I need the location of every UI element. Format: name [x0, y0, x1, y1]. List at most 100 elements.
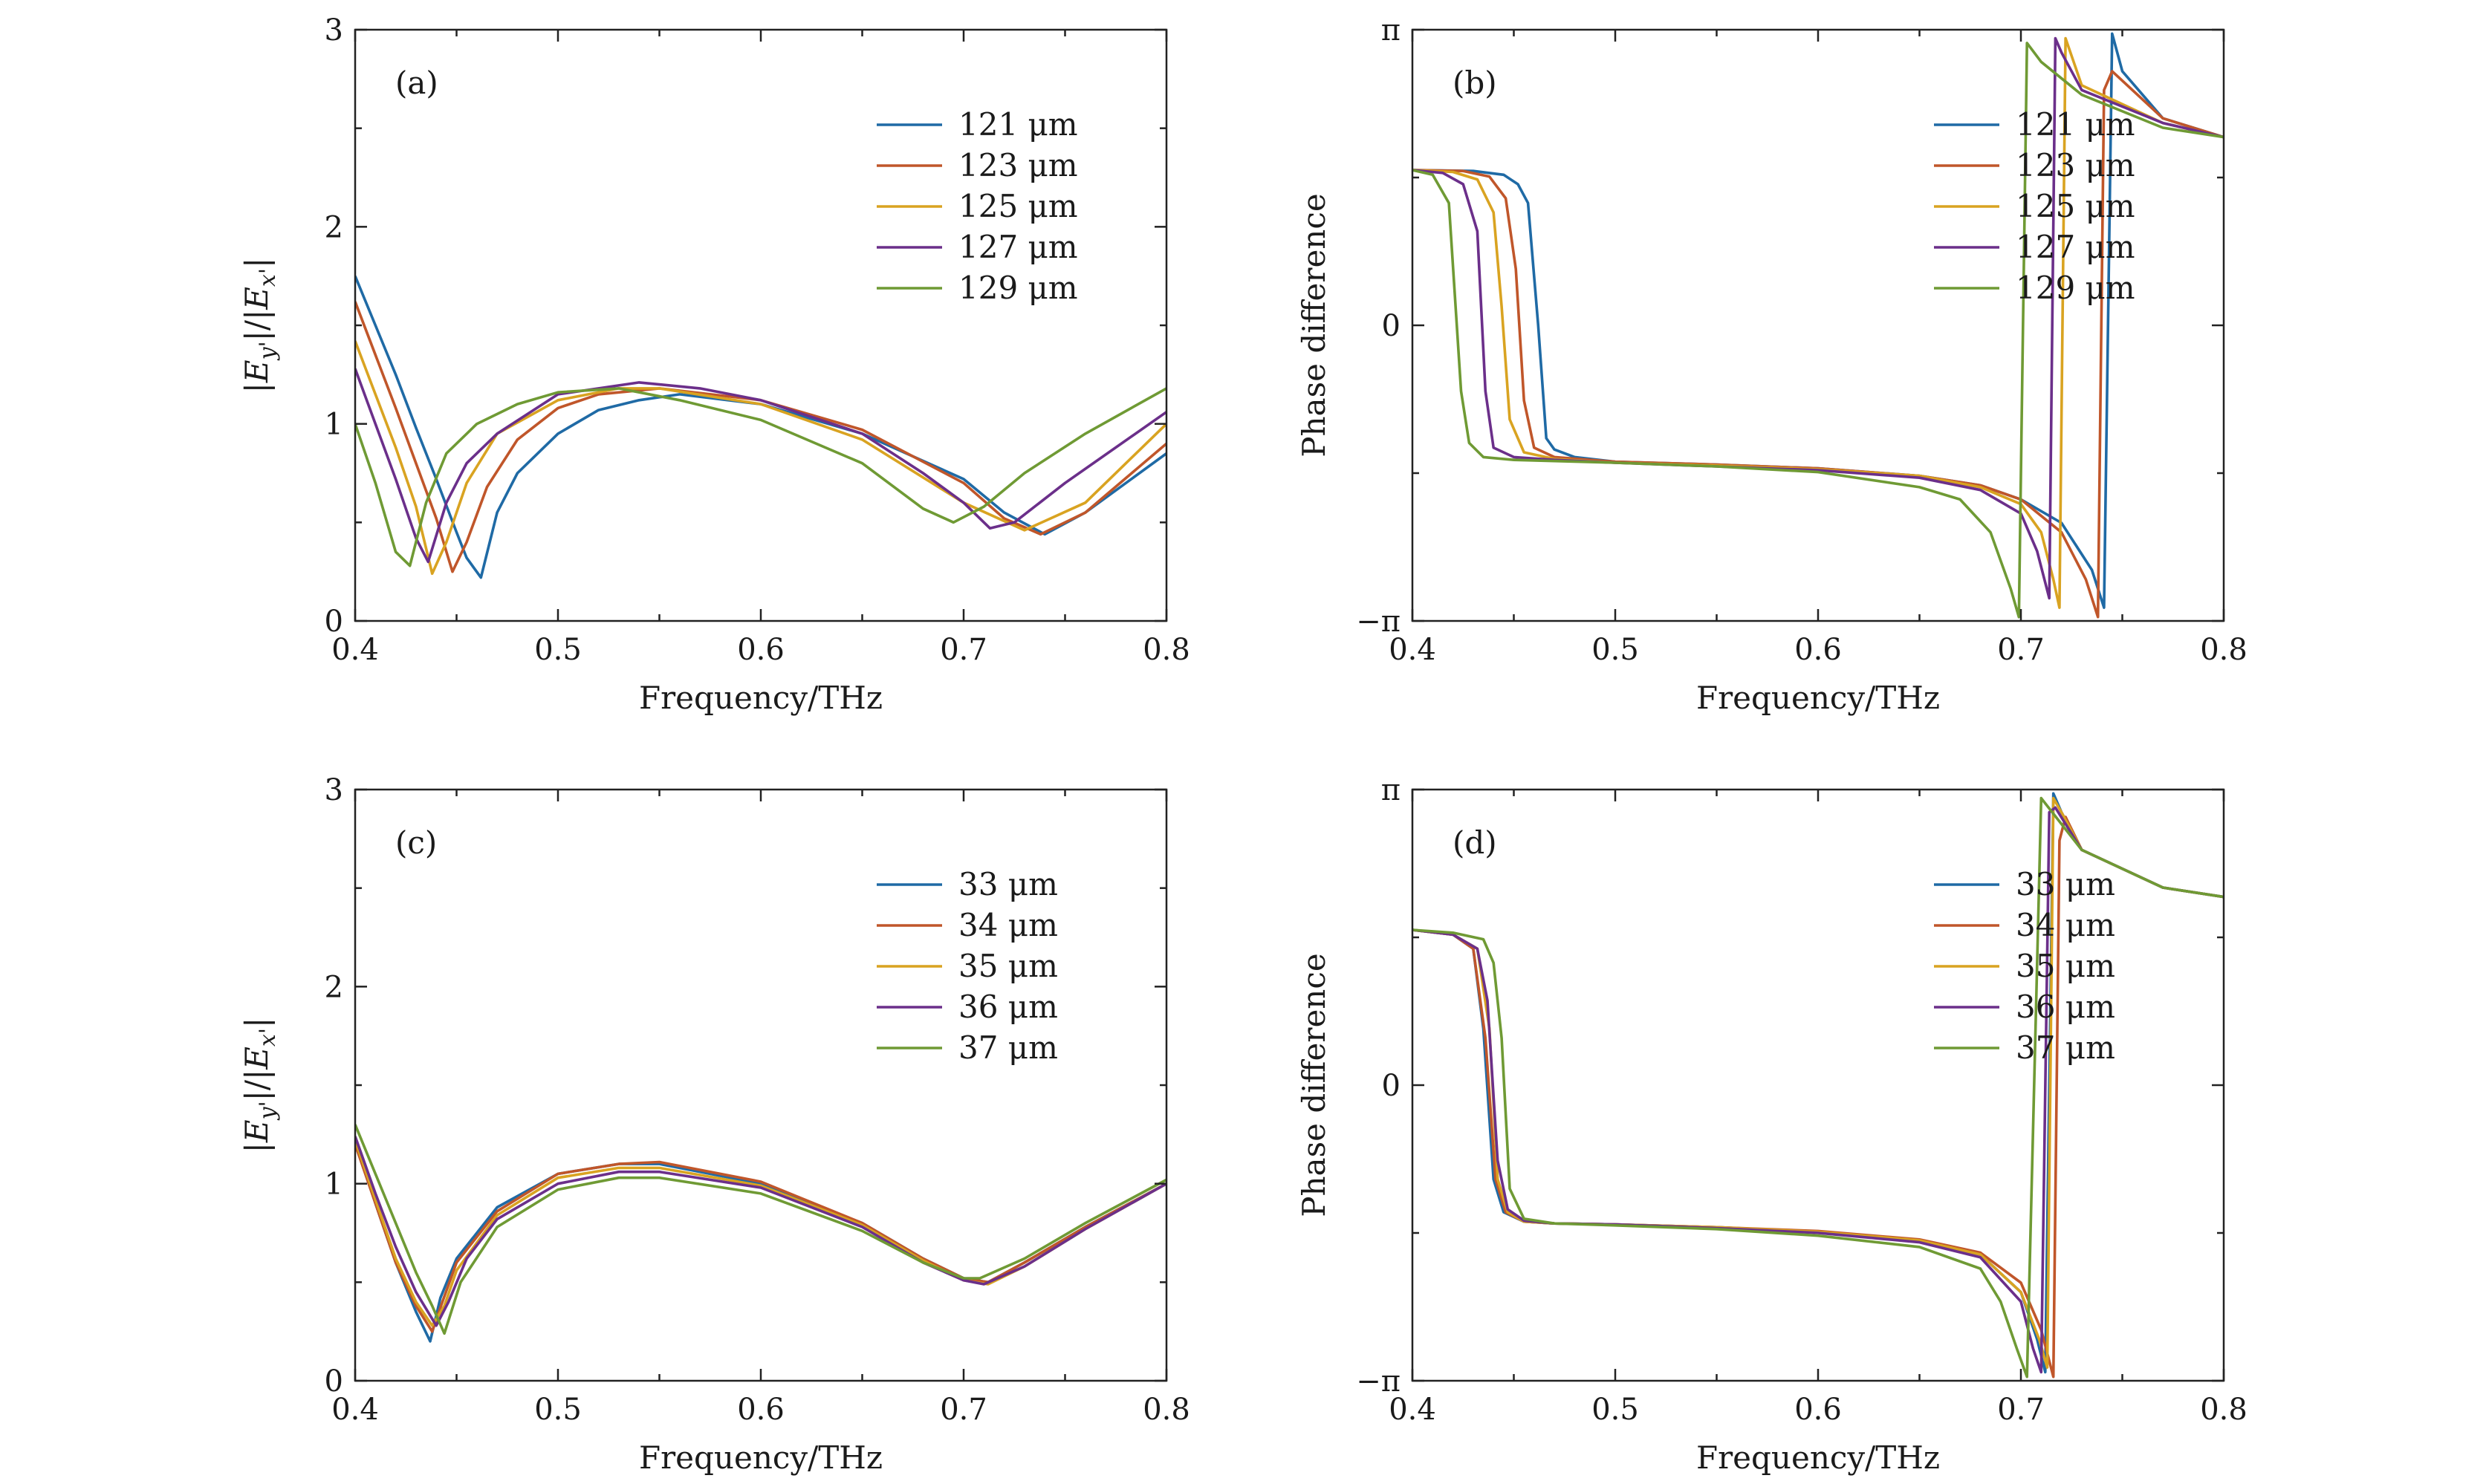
- y-tick-label: 0: [1382, 1069, 1401, 1103]
- x-tick-label: 0.5: [534, 1393, 582, 1427]
- panel-c: 0.4 0.5 0.6 0.7 0.80123Frequency/THz|Ey'|/|E…: [238, 773, 1190, 1476]
- legend-label-2: 34 μm: [958, 907, 1058, 943]
- x-tick-label: 0.6: [1794, 633, 1842, 667]
- x-tick-label: 0.6: [737, 633, 785, 667]
- y-label-part-bar2: |: [238, 1018, 275, 1028]
- x-tick-label: 0.4: [331, 633, 379, 667]
- series-line-2: [355, 301, 1166, 573]
- legend-label-4: 127 μm: [2016, 229, 2135, 265]
- legend: 121 μm 123 μm 125 μm 127 μm 129 μm: [1934, 106, 2135, 306]
- legend: 33 μm 34 μm 35 μm 36 μm 37 μm: [877, 866, 1058, 1066]
- series-group: [355, 276, 1166, 579]
- y-label-part-sub1: y': [255, 1101, 281, 1121]
- y-label-part-bar1: |: [238, 1142, 275, 1153]
- series-line-4: [1412, 806, 2224, 1374]
- legend-label-5: 129 μm: [2016, 270, 2135, 306]
- x-tick-label: 0.6: [1794, 1393, 1842, 1427]
- legend-label-4: 127 μm: [958, 229, 1078, 265]
- x-tick-label: 0.8: [1143, 1393, 1190, 1427]
- y-tick-label: −π: [1356, 605, 1401, 639]
- x-tick-label: 0.6: [737, 1393, 785, 1427]
- y-axis-label: Phase difference: [1296, 953, 1332, 1217]
- series-line-4: [355, 1136, 1166, 1327]
- y-tick-label: 0: [325, 1364, 343, 1399]
- legend-label-3: 35 μm: [2016, 948, 2115, 984]
- series-line-3: [355, 1139, 1166, 1327]
- x-tick-label: 0.7: [940, 1393, 987, 1427]
- y-label-part-bar2: |: [238, 258, 275, 268]
- legend-label-5: 129 μm: [958, 270, 1078, 306]
- legend-label-1: 33 μm: [2016, 866, 2115, 902]
- y-tick-label: π: [1381, 13, 1401, 48]
- y-label-part-e2: E: [238, 287, 275, 310]
- legend: 121 μm 123 μm 125 μm 127 μm 129 μm: [877, 106, 1078, 306]
- y-tick-label: −π: [1356, 1364, 1401, 1399]
- y-label-part-mid: |/|: [238, 1070, 275, 1101]
- x-axis-label: Frequency/THz: [1696, 1439, 1940, 1476]
- y-tick-label: 1: [325, 1168, 343, 1202]
- x-tick-label: 0.4: [1389, 1393, 1436, 1427]
- x-tick-label: 0.8: [1143, 633, 1190, 667]
- legend-label-3: 35 μm: [958, 948, 1058, 984]
- y-label-part-mid: |/|: [238, 310, 275, 341]
- legend-label-1: 121 μm: [2016, 106, 2135, 143]
- panel-label: (b): [1453, 65, 1497, 101]
- panel-label: (a): [395, 65, 438, 101]
- series-group: [355, 1124, 1166, 1343]
- y-tick-label: 2: [325, 970, 343, 1004]
- x-tick-label: 0.5: [534, 633, 582, 667]
- y-tick-label: 3: [325, 13, 343, 48]
- series-line-5: [1412, 42, 2224, 619]
- y-label-part-e2: E: [238, 1047, 275, 1070]
- series-group: [1412, 792, 2224, 1379]
- y-label-part-e1: E: [238, 1119, 275, 1143]
- legend-label-5: 37 μm: [2016, 1029, 2115, 1066]
- series-line-5: [355, 387, 1166, 567]
- series-line-4: [1412, 36, 2224, 600]
- x-tick-label: 0.8: [2200, 633, 2248, 667]
- x-tick-label: 0.7: [1997, 633, 2045, 667]
- y-axis-label: Phase difference: [1296, 193, 1332, 457]
- y-tick-label: 1: [325, 408, 343, 442]
- legend-label-5: 37 μm: [958, 1029, 1058, 1066]
- legend-label-2: 123 μm: [2016, 147, 2135, 183]
- x-tick-label: 0.5: [1591, 1393, 1639, 1427]
- legend-label-1: 121 μm: [958, 106, 1078, 143]
- y-label-part-sub1: y': [255, 341, 281, 361]
- legend-label-4: 36 μm: [2016, 989, 2115, 1025]
- series-line-3: [355, 340, 1166, 576]
- panel-label: (d): [1453, 824, 1497, 861]
- panel-label: (c): [395, 824, 437, 861]
- y-label-part-sub2: x': [255, 268, 281, 287]
- legend-label-2: 34 μm: [2016, 907, 2115, 943]
- series-line-5: [355, 1124, 1166, 1335]
- x-tick-label: 0.5: [1591, 633, 1639, 667]
- legend-label-3: 125 μm: [2016, 188, 2135, 224]
- panel-a: 0.4 0.5 0.6 0.7 0.80123Frequency/THz|Ey'|/|E…: [238, 13, 1190, 716]
- legend-label-4: 36 μm: [958, 989, 1058, 1025]
- x-tick-label: 0.8: [2200, 1393, 2248, 1427]
- x-tick-label: 0.7: [940, 633, 987, 667]
- y-axis-label: |Ey'|/|Ex'|: [238, 1018, 281, 1153]
- y-tick-label: 0: [1382, 309, 1401, 343]
- x-tick-label: 0.4: [331, 1393, 379, 1427]
- series-group: [1412, 32, 2224, 619]
- legend-label-3: 125 μm: [958, 188, 1078, 224]
- y-label-part-bar1: |: [238, 383, 275, 393]
- legend-label-1: 33 μm: [958, 866, 1058, 902]
- y-tick-label: 2: [325, 210, 343, 244]
- x-axis-label: Frequency/THz: [1696, 680, 1940, 716]
- y-tick-label: π: [1381, 773, 1401, 807]
- x-tick-label: 0.7: [1997, 1393, 2045, 1427]
- y-label-part-e1: E: [238, 359, 275, 383]
- y-tick-label: 0: [325, 605, 343, 639]
- x-tick-label: 0.4: [1389, 633, 1436, 667]
- series-line-2: [355, 1144, 1166, 1333]
- legend-label-2: 123 μm: [958, 147, 1078, 183]
- legend: 33 μm 34 μm 35 μm 36 μm 37 μm: [1934, 866, 2115, 1066]
- x-axis-label: Frequency/THz: [639, 1439, 883, 1476]
- y-axis-label: |Ey'|/|Ex'|: [238, 258, 281, 393]
- x-axis-label: Frequency/THz: [639, 680, 883, 716]
- series-line-5: [1412, 796, 2224, 1379]
